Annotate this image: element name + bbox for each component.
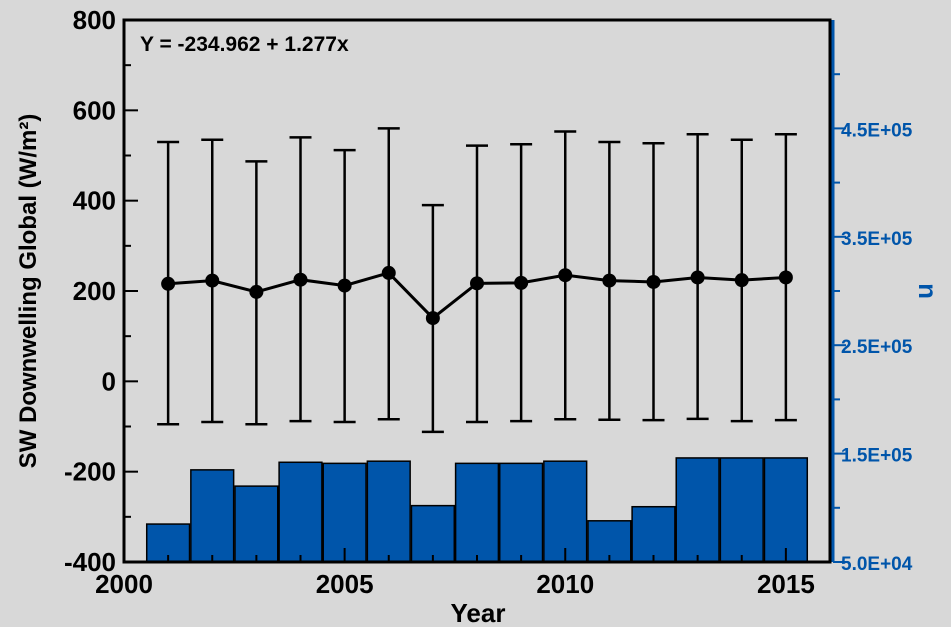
left-axis-ticks: -400 -200 0 200 400 600 800 — [64, 5, 138, 577]
y-axis-label-left: SW Downwelling Global (W/m²) — [15, 114, 42, 469]
left-tick-label: 800 — [73, 5, 116, 35]
bar — [366, 460, 411, 563]
data-point — [293, 272, 308, 287]
data-point — [470, 276, 484, 291]
bar — [631, 505, 676, 563]
bar — [454, 462, 500, 563]
y-axis-label-right: n — [913, 283, 943, 299]
data-point — [734, 273, 749, 288]
data-point — [558, 268, 573, 283]
bar — [322, 462, 367, 563]
data-point — [425, 311, 440, 326]
bar — [410, 504, 456, 563]
right-tick-label: 5.0E+04 — [841, 554, 913, 575]
data-point — [690, 270, 705, 285]
data-point — [161, 276, 176, 291]
x-axis-ticks: 2000 2005 2010 2015 — [95, 548, 815, 599]
bar — [234, 485, 279, 563]
x-tick-label: 2005 — [316, 569, 374, 599]
bar — [278, 461, 323, 563]
data-point — [381, 265, 396, 280]
bar — [719, 457, 764, 563]
right-tick-label: 2.5E+05 — [841, 337, 913, 358]
x-tick-label: 2015 — [757, 569, 815, 599]
bar — [190, 469, 235, 563]
x-tick-label: 2000 — [95, 569, 153, 599]
right-axis-ticks: 5.0E+04 1.5E+05 2.5E+05 3.5E+05 4.5E+05 — [833, 73, 913, 575]
left-tick-label: 0 — [102, 366, 116, 396]
data-point — [514, 275, 529, 290]
left-tick-label: -400 — [64, 547, 116, 577]
right-tick-label: 4.5E+05 — [841, 120, 913, 141]
regression-annotation: Y = -234.962 + 1.277x — [140, 33, 349, 56]
bar — [763, 457, 809, 563]
left-tick-label: 200 — [73, 276, 116, 306]
bar — [675, 457, 720, 563]
bar — [498, 462, 544, 563]
right-tick-label: 3.5E+05 — [841, 229, 913, 250]
data-point — [646, 274, 661, 289]
data-point — [205, 273, 220, 288]
left-tick-label: -200 — [64, 457, 116, 487]
series-layer — [157, 127, 797, 434]
x-tick-label: 2010 — [536, 569, 594, 599]
left-tick-label: 400 — [73, 186, 116, 216]
left-tick-label: 600 — [73, 95, 116, 125]
x-axis-label: Year — [451, 598, 506, 627]
data-point — [602, 273, 617, 288]
bar — [543, 460, 588, 563]
right-tick-label: 1.5E+05 — [841, 446, 913, 467]
data-point — [778, 270, 793, 285]
data-point — [249, 284, 264, 299]
data-point — [337, 278, 352, 293]
bars-layer — [145, 457, 809, 563]
